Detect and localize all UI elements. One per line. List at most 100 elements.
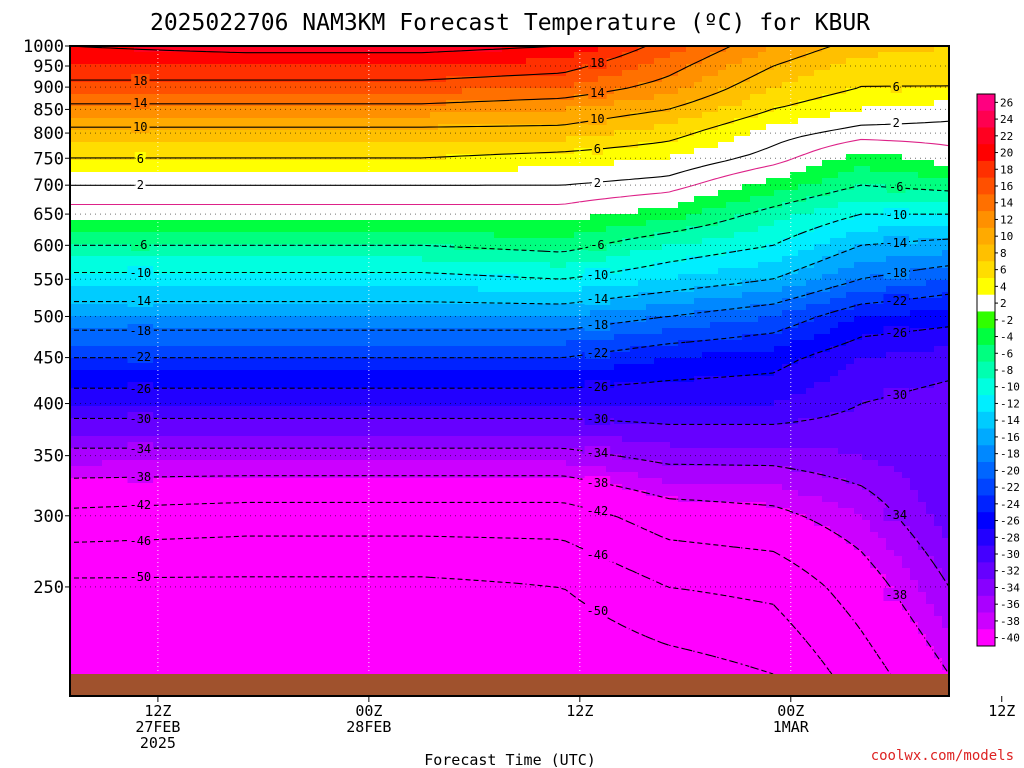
temperature-cell [118,220,127,227]
temperature-cell [270,316,279,323]
temperature-cell [774,148,783,155]
temperature-cell [646,112,655,119]
temperature-cell [534,52,543,59]
temperature-cell [390,286,399,293]
temperature-cell [926,202,935,209]
temperature-cell [406,76,415,83]
temperature-cell [334,268,343,275]
temperature-cell [822,202,831,209]
temperature-cell [574,130,583,137]
temperature-cell [574,256,583,263]
temperature-cell [622,232,631,239]
temperature-cell [494,208,503,215]
temperature-cell [214,118,223,125]
temperature-cell [862,298,871,305]
temperature-cell [694,64,703,71]
temperature-cell [750,220,759,227]
temperature-cell [214,52,223,59]
temperature-cell [150,268,159,275]
temperature-cell [846,310,855,317]
temperature-cell [502,226,511,233]
temperature-cell [398,178,407,185]
temperature-cell [662,268,671,275]
temperature-cell [510,238,519,245]
temperature-cell [558,82,567,89]
temperature-cell [622,142,631,149]
temperature-cell [166,82,175,89]
temperature-cell [198,178,207,185]
temperature-cell [182,142,191,149]
temperature-cell [806,256,815,263]
temperature-cell [102,154,111,161]
temperature-cell [878,154,887,161]
temperature-cell [350,130,359,137]
temperature-cell [454,292,463,299]
temperature-cell [686,274,695,281]
temperature-cell [942,94,949,101]
temperature-cell [838,112,847,119]
temperature-cell [222,304,231,311]
temperature-cell [78,208,87,215]
temperature-cell [902,94,911,101]
temperature-cell [918,214,927,221]
temperature-cell [870,160,879,167]
temperature-cell [118,208,127,215]
temperature-cell [934,268,943,275]
temperature-cell [830,160,839,167]
temperature-cell [358,70,367,77]
temperature-cell [558,94,567,101]
temperature-cell [878,136,887,143]
temperature-cell [822,298,831,305]
temperature-cell [374,286,383,293]
temperature-cell [182,262,191,269]
temperature-cell [646,136,655,143]
temperature-cell [934,220,943,227]
temperature-cell [590,100,599,107]
temperature-cell [414,46,423,53]
temperature-cell [782,166,791,173]
temperature-cell [814,58,823,65]
temperature-cell [942,310,949,317]
temperature-cell [774,178,783,185]
temperature-cell [910,274,919,281]
temperature-cell [382,310,391,317]
temperature-cell [870,202,879,209]
temperature-cell [350,76,359,83]
temperature-cell [774,70,783,77]
temperature-cell [838,256,847,263]
temperature-cell [854,118,863,125]
temperature-cell [446,112,455,119]
temperature-cell [206,172,215,179]
temperature-cell [646,268,655,275]
temperature-cell [214,226,223,233]
temperature-cell [230,148,239,155]
temperature-cell [374,226,383,233]
temperature-cell [654,208,663,215]
temperature-cell [942,172,949,179]
temperature-cell [590,166,599,173]
temperature-cell [790,298,799,305]
temperature-cell [454,76,463,83]
temperature-cell [230,226,239,233]
temperature-cell [870,82,879,89]
temperature-cell [190,172,199,179]
temperature-cell [118,82,127,89]
temperature-cell [654,136,663,143]
temperature-cell [654,238,663,245]
temperature-cell [766,154,775,161]
temperature-cell [486,220,495,227]
temperature-cell [238,58,247,65]
temperature-cell [702,106,711,113]
temperature-cell [286,70,295,77]
temperature-cell [710,172,719,179]
temperature-cell [726,232,735,239]
temperature-cell [302,196,311,203]
temperature-cell [526,208,535,215]
temperature-cell [286,112,295,119]
temperature-cell [718,124,727,131]
temperature-cell [550,166,559,173]
temperature-cell [350,226,359,233]
temperature-cell [622,184,631,191]
temperature-cell [670,196,679,203]
temperature-cell [542,244,551,251]
